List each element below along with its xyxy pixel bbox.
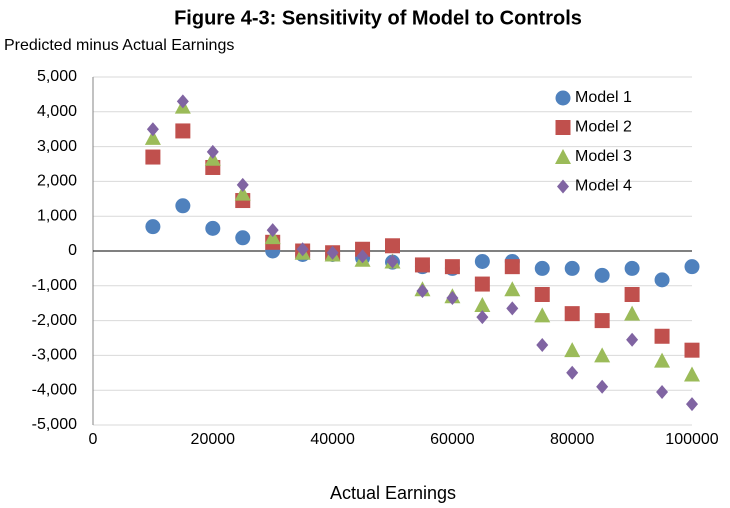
y-tick-label: -2,000 [32, 312, 77, 329]
marker-triangle [234, 185, 251, 201]
x-axis-label: Actual Earnings [330, 483, 456, 503]
marker-triangle [654, 352, 671, 368]
marker-square [624, 287, 640, 302]
marker-diamond [416, 284, 429, 299]
legend-label: Model 1 [575, 89, 632, 106]
y-tick-label: 1,000 [37, 207, 77, 224]
x-tick-label: 40000 [310, 431, 355, 448]
marker-diamond [326, 245, 339, 260]
marker-diamond [626, 332, 639, 347]
marker-square [504, 259, 520, 275]
legend-label: Model 3 [575, 148, 632, 165]
y-tick-label: -3,000 [32, 347, 77, 364]
x-tick-label: 100000 [665, 431, 718, 448]
x-tick-label: 60000 [430, 431, 475, 448]
x-tick-label: 0 [89, 431, 98, 448]
marker-circle [624, 260, 640, 276]
marker-diamond [686, 397, 698, 412]
y-axis-label: Predicted minus Actual Earnings [4, 37, 234, 54]
marker-triangle [684, 366, 700, 382]
marker-diamond [176, 94, 189, 109]
marker-circle [474, 253, 490, 269]
marker-square [175, 123, 191, 139]
marker-square [145, 149, 161, 165]
marker-square [654, 328, 670, 344]
marker-circle [564, 260, 580, 276]
y-tick-label: 3,000 [37, 138, 77, 155]
marker-triangle [594, 347, 611, 363]
marker-triangle [555, 149, 571, 164]
marker-diamond [476, 310, 489, 325]
y-tick-label: -1,000 [32, 277, 77, 294]
marker-square [444, 259, 460, 275]
chart-title: Figure 4-3: Sensitivity of Model to Cont… [174, 7, 582, 29]
y-tick-label: -4,000 [32, 381, 77, 398]
y-tick-label: 0 [68, 242, 77, 259]
x-tick-label: 80000 [550, 431, 595, 448]
marker-triangle [564, 342, 581, 358]
marker-square [414, 257, 430, 273]
legend-label: Model 2 [575, 119, 632, 136]
marker-square [594, 313, 610, 329]
marker-diamond [446, 290, 459, 305]
marker-diamond [146, 122, 159, 137]
marker-triangle [504, 281, 521, 297]
marker-circle [594, 267, 610, 283]
marker-circle [555, 90, 571, 106]
marker-diamond [236, 177, 249, 192]
y-tick-label: 5,000 [37, 68, 77, 85]
y-tick-label: 4,000 [37, 103, 77, 120]
marker-square [564, 306, 580, 322]
marker-square [555, 120, 571, 135]
marker-circle [684, 259, 700, 275]
marker-square [684, 342, 700, 358]
marker-circle [205, 220, 221, 236]
marker-square [385, 238, 400, 254]
marker-diamond [536, 337, 549, 352]
marker-circle [654, 272, 670, 288]
marker-circle [534, 260, 550, 276]
marker-diamond [356, 249, 369, 264]
marker-triangle [534, 307, 551, 323]
marker-diamond [557, 179, 569, 194]
marker-diamond [656, 384, 669, 399]
marker-diamond [266, 223, 279, 238]
marker-triangle [474, 296, 491, 312]
x-tick-label: 20000 [191, 431, 236, 448]
marker-square [534, 287, 550, 302]
marker-diamond [566, 365, 579, 380]
marker-diamond [206, 144, 219, 159]
y-tick-label: -5,000 [32, 416, 77, 433]
legend-label: Model 4 [575, 178, 632, 195]
marker-triangle [624, 305, 641, 321]
marker-circle [175, 198, 191, 214]
marker-square [474, 276, 490, 292]
marker-circle [235, 230, 251, 246]
y-tick-label: 2,000 [37, 173, 77, 190]
marker-diamond [386, 254, 399, 269]
marker-circle [145, 219, 161, 235]
marker-diamond [506, 301, 519, 316]
marker-diamond [296, 242, 309, 257]
marker-diamond [596, 379, 609, 394]
marker-triangle [144, 129, 161, 145]
